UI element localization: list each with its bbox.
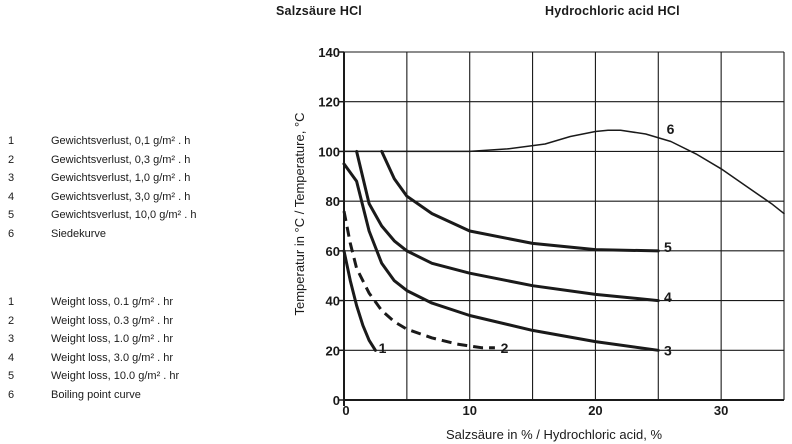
y-tick-label: 20: [326, 343, 340, 358]
x-tick-label: 30: [714, 403, 728, 418]
curve-label-1: 1: [379, 340, 387, 356]
chart-title-german: Salzsäure HCl: [276, 4, 362, 18]
tick-labels: 0 20 40 60 80 100 120 140 0 10 20 30: [318, 45, 728, 418]
legend-number: 3: [8, 172, 15, 184]
chart-grid: [344, 51, 785, 401]
legend-text: Gewichtsverlust, 0,3 g/m² . h: [51, 153, 191, 166]
legend-number: 4: [8, 351, 15, 364]
legend-number: 6: [8, 227, 15, 240]
legend-number: 5: [8, 370, 15, 382]
curve-labels: 1 2 3 4 5 6: [379, 121, 675, 358]
curve-1: [342, 249, 377, 352]
legend-number: 5: [8, 209, 15, 221]
curve-3: [342, 162, 660, 352]
y-tick-label: 0: [333, 393, 340, 408]
y-tick-label: 80: [326, 194, 340, 209]
legend-text: Weight loss, 1.0 g/m² . hr: [51, 333, 174, 345]
curve-label-3: 3: [664, 342, 672, 358]
legend-text: Gewichtsverlust, 10,0 g/m² . h: [51, 209, 197, 221]
legend-text: Weight loss, 0.1 g/m² . hr: [51, 296, 174, 308]
legend-number: 2: [8, 153, 15, 166]
legend-number: 3: [8, 333, 15, 345]
x-tick-label: 20: [588, 403, 602, 418]
legend-text: Gewichtsverlust, 3,0 g/m² . h: [51, 190, 191, 203]
legend-text: Weight loss, 3.0 g/m² . hr: [51, 351, 174, 364]
x-axis-label: Salzsäure in % / Hydrochloric acid, %: [446, 427, 662, 442]
curve-6: [343, 129, 785, 215]
chart-title-english: Hydrochloric acid HCl: [545, 4, 680, 18]
x-tick-label: 0: [342, 403, 349, 418]
legend-number: 4: [8, 190, 15, 203]
curve-label-4: 4: [664, 289, 672, 305]
y-tick-label: 100: [318, 144, 340, 159]
legend-text: Boiling point curve: [51, 388, 141, 401]
legend-number: 6: [8, 388, 15, 401]
y-tick-label: 40: [326, 294, 340, 309]
legend-text: Gewichtsverlust, 0,1 g/m² . h: [51, 135, 191, 147]
legend-number: 2: [8, 314, 15, 327]
curve-label-2: 2: [501, 340, 509, 356]
curve-4: [355, 149, 660, 303]
legend-text: Weight loss, 0.3 g/m² . hr: [51, 314, 174, 327]
chart-curves: [342, 129, 785, 352]
curve-2: [342, 210, 495, 350]
legend-number: 1: [8, 135, 15, 147]
y-tick-label: 140: [318, 45, 340, 60]
legend-number: 1: [8, 296, 15, 308]
chart-axes: [339, 51, 784, 406]
legend-text: Weight loss, 10.0 g/m² . hr: [51, 370, 180, 382]
x-tick-label: 10: [462, 403, 476, 418]
curve-label-6: 6: [667, 121, 675, 137]
legend-text: Gewichtsverlust, 1,0 g/m² . h: [51, 172, 191, 184]
y-tick-label: 120: [318, 95, 340, 110]
y-tick-label: 60: [326, 244, 340, 259]
curve-5: [380, 149, 660, 253]
legend-text: Siedekurve: [51, 227, 107, 240]
curve-label-5: 5: [664, 239, 672, 255]
y-axis-label: Temperatur in °C / Temperature, °C: [292, 112, 307, 315]
